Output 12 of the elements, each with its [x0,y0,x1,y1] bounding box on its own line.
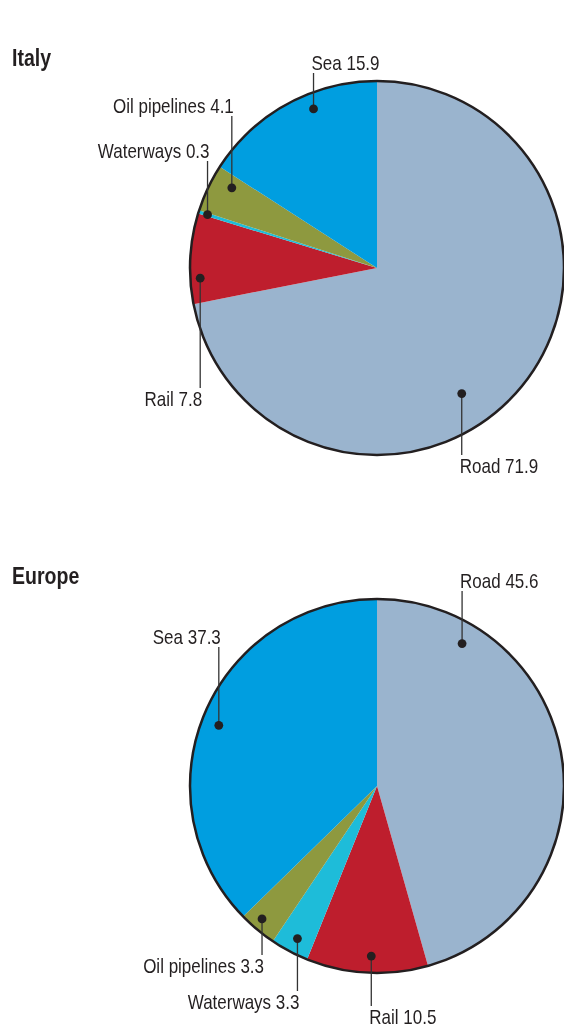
slice-label: Rail 7.8 [144,387,203,411]
slice-label: Road 71.9 [459,454,539,478]
slice-label: Sea 15.9 [311,51,380,75]
slice-label: Waterways 0.3 [97,139,210,163]
slice-label: Road 45.6 [460,569,539,593]
slice-label: Sea 37.3 [152,625,221,649]
slice-label: Waterways 3.3 [187,990,300,1014]
slice-label: Oil pipelines 3.3 [143,954,265,978]
chart-title: Europe [12,563,80,589]
slice-label: Rail 10.5 [369,1005,437,1027]
chart-title: Italy [12,45,52,71]
slice-label: Oil pipelines 4.1 [112,94,234,118]
